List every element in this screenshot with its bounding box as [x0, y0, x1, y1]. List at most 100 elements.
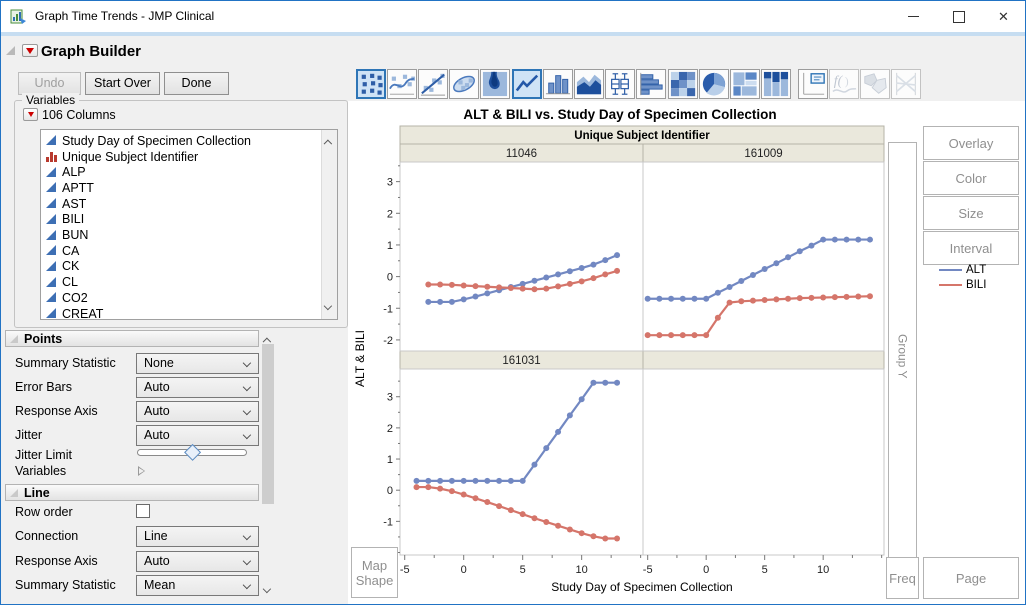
svg-text:10: 10 [817, 564, 829, 576]
element-formula-icon[interactable]: f() [829, 69, 859, 99]
element-ellipse-icon[interactable] [449, 69, 479, 99]
start-over-button[interactable]: Start Over [85, 72, 160, 95]
collapse-triangle-icon[interactable] [6, 46, 15, 55]
element-map-shapes-icon[interactable] [860, 69, 890, 99]
continuous-icon [45, 260, 57, 272]
points-label-jitter-limit: Jitter Limit [15, 448, 72, 462]
variable-item-ck[interactable]: CK [45, 259, 79, 275]
line-dropdown-response-axis[interactable]: Auto [136, 551, 259, 572]
line-section-title: Line [24, 485, 50, 500]
points-dropdown-jitter[interactable]: Auto [136, 425, 259, 446]
points-jitter-limit-slider[interactable] [137, 443, 249, 461]
variable-item-bili[interactable]: BILI [45, 212, 84, 228]
svg-text:1: 1 [387, 454, 393, 466]
minimize-button[interactable] [891, 1, 936, 32]
close-button[interactable]: ✕ [998, 8, 1009, 24]
svg-text:-5: -5 [643, 564, 653, 576]
dropzone-size[interactable]: Size [923, 196, 1019, 230]
variable-item-aptt[interactable]: APTT [45, 180, 94, 196]
element-smoother-icon[interactable] [387, 69, 417, 99]
element-heatmap-icon[interactable] [668, 69, 698, 99]
element-points-icon[interactable] [356, 69, 386, 99]
element-contour-icon[interactable] [480, 69, 510, 99]
element-mosaic-icon[interactable] [761, 69, 791, 99]
variable-label: CK [62, 259, 80, 274]
variable-item-ca[interactable]: CA [45, 243, 79, 259]
svg-text:2: 2 [387, 423, 393, 435]
variable-item-creat[interactable]: CREAT [45, 306, 103, 319]
continuous-icon [45, 245, 57, 256]
variable-label: APTT [62, 180, 94, 195]
variable-item-alp[interactable]: ALP [45, 164, 86, 180]
chart-title: ALT & BILI vs. Study Day of Specimen Col… [463, 107, 777, 122]
done-button[interactable]: Done [164, 72, 229, 95]
red-triangle-menu-button[interactable] [22, 44, 38, 57]
variable-item-cl[interactable]: CL [45, 274, 78, 290]
svg-text:0: 0 [387, 272, 393, 284]
points-dropdown-response-axis[interactable]: Auto [136, 401, 259, 422]
continuous-icon [45, 182, 57, 193]
variables-list-scrollbar[interactable] [321, 130, 337, 319]
element-box-plot-icon[interactable] [605, 69, 635, 99]
line-dropdown-connection[interactable]: Line [136, 526, 259, 547]
points-label-variables: Variables [15, 464, 67, 478]
line-dropdown-summary-statistic[interactable]: Mean [136, 575, 259, 596]
dropzone-freq[interactable]: Freq [886, 557, 919, 599]
columns-red-triangle-button[interactable] [23, 108, 38, 121]
columns-count-label: 106 Columns [42, 108, 116, 122]
svg-text:ALT & BILI: ALT & BILI [353, 330, 367, 387]
maximize-button[interactable] [936, 1, 981, 32]
points-collapse-icon[interactable] [10, 334, 18, 343]
dropzone-group-y[interactable]: Group Y [888, 142, 917, 571]
variable-item-bun[interactable]: BUN [45, 227, 88, 243]
points-dropdown-summary-statistic[interactable]: None [136, 353, 259, 374]
variable-item-co2[interactable]: CO2 [45, 290, 88, 306]
element-pie-icon[interactable] [699, 69, 729, 99]
svg-text:1: 1 [387, 240, 393, 252]
svg-text:f(: f( [834, 74, 844, 89]
svg-text:-2: -2 [383, 335, 393, 347]
variables-list[interactable]: Study Day of Specimen Collection Unique S… [40, 129, 338, 320]
element-parallel-icon[interactable] [891, 69, 921, 99]
element-line-of-fit-icon[interactable] [418, 69, 448, 99]
points-label-jitter: Jitter [15, 428, 43, 442]
dropzone-map-shape[interactable]: Map Shape [351, 547, 398, 598]
element-area-icon[interactable] [574, 69, 604, 99]
element-caption-box-icon[interactable] [798, 69, 828, 99]
element-treemap-icon[interactable] [730, 69, 760, 99]
variable-label: BILI [62, 212, 85, 227]
svg-text:-1: -1 [383, 516, 393, 528]
svg-text:Study Day of Specimen Collecti: Study Day of Specimen Collection [551, 580, 732, 594]
points-section-header[interactable]: Points [5, 330, 259, 347]
undo-button[interactable]: Undo [18, 72, 81, 95]
points-dropdown-error-bars[interactable]: Auto [136, 377, 259, 398]
points-section-title: Points [24, 331, 63, 346]
nominal-bars-icon [45, 151, 57, 163]
variable-label: Study Day of Specimen Collection [62, 133, 251, 148]
properties-scrollbar[interactable] [260, 328, 276, 602]
continuous-icon [45, 292, 57, 303]
line-label-response-axis: Response Axis [15, 554, 98, 568]
variable-item-ast[interactable]: AST [45, 196, 86, 212]
continuous-icon [45, 308, 57, 319]
svg-text:161031: 161031 [502, 355, 540, 367]
variable-label: AST [62, 196, 87, 211]
dropzone-overlay[interactable]: Overlay [923, 126, 1019, 160]
line-section-header[interactable]: Line [5, 484, 259, 501]
svg-text:0: 0 [461, 564, 467, 576]
variable-item-study-day-of-specimen-collection[interactable]: Study Day of Specimen Collection [45, 133, 251, 149]
element-line-icon[interactable] [512, 69, 542, 99]
element-bar-icon[interactable] [543, 69, 573, 99]
variable-item-unique-subject-identifier[interactable]: Unique Subject Identifier [45, 149, 198, 165]
points-variables-disclosure-icon[interactable] [138, 466, 145, 476]
line-row-order-checkbox[interactable] [136, 504, 150, 518]
svg-text:10: 10 [576, 564, 588, 576]
element-histogram-icon[interactable] [636, 69, 666, 99]
line-collapse-icon[interactable] [10, 488, 18, 497]
dropzone-color[interactable]: Color [923, 161, 1019, 195]
chart-canvas[interactable]: Unique Subject Identifier 11046 161009 1610… [353, 121, 887, 604]
dropzone-page[interactable]: Page [923, 557, 1019, 599]
variable-label: CO2 [62, 290, 88, 305]
line-label-connection: Connection [15, 529, 79, 543]
dropzone-interval[interactable]: Interval [923, 231, 1019, 265]
